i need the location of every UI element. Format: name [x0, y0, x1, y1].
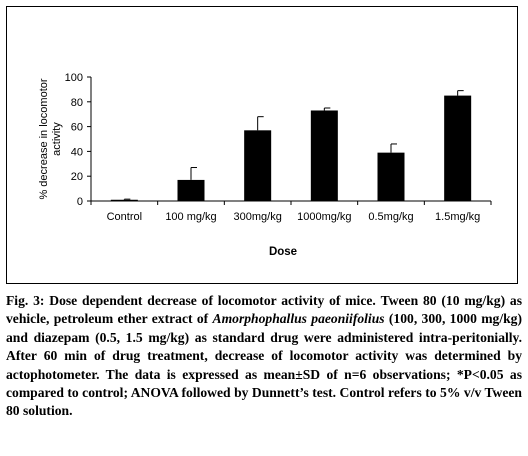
chart-frame: 0 20 40 60 80 100 Control 100 mg/kg 300mg/kg 100… — [6, 6, 518, 284]
y-tick-label: 0 — [77, 196, 83, 208]
x-axis-label: Dose — [269, 246, 297, 258]
y-tick-label: 60 — [71, 122, 83, 134]
x-tick-label: 1.5mg/kg — [435, 211, 480, 223]
figure-caption: Fig. 3: Dose dependent decrease of locom… — [6, 292, 522, 421]
bars — [110, 95, 472, 201]
bar — [244, 130, 272, 201]
x-tick-label: 100 mg/kg — [165, 211, 216, 223]
x-tick-label: 0.5mg/kg — [368, 211, 413, 223]
caption-text-end: (100, 300, 1000 mg/kg) and diazepam (0.5… — [6, 311, 522, 419]
x-tick-label: 300mg/kg — [234, 211, 282, 223]
figure-title: Dose dependent decrease of locomotor act… — [49, 293, 376, 308]
bar — [377, 152, 405, 201]
y-axis: 0 20 40 60 80 100 — [65, 72, 92, 208]
y-tick-label: 100 — [65, 72, 83, 84]
bar — [444, 95, 472, 201]
caption-text-start: Tween 80 (10 mg/kg) as vehicle, petroleu… — [6, 293, 523, 327]
y-tick-label: 80 — [71, 97, 83, 109]
species-name: Amorphophallus paeoniifolius — [212, 311, 385, 327]
x-axis: Control 100 mg/kg 300mg/kg 1000mg/kg 0.5mg/k… — [90, 200, 492, 223]
x-tick-label: Control — [107, 211, 142, 223]
bar — [177, 179, 205, 201]
y-tick-label: 40 — [71, 146, 83, 158]
error-bars — [123, 90, 464, 200]
figure-label: Fig. 3: — [6, 293, 45, 308]
bar — [310, 110, 338, 201]
bar-chart: 0 20 40 60 80 100 Control 100 mg/kg 300mg/kg 100… — [38, 72, 492, 258]
bar — [110, 199, 138, 201]
y-axis-label: % decrease in locomotoractivity — [38, 78, 63, 199]
x-tick-label: 1000mg/kg — [297, 211, 351, 223]
y-tick-label: 20 — [71, 171, 83, 183]
